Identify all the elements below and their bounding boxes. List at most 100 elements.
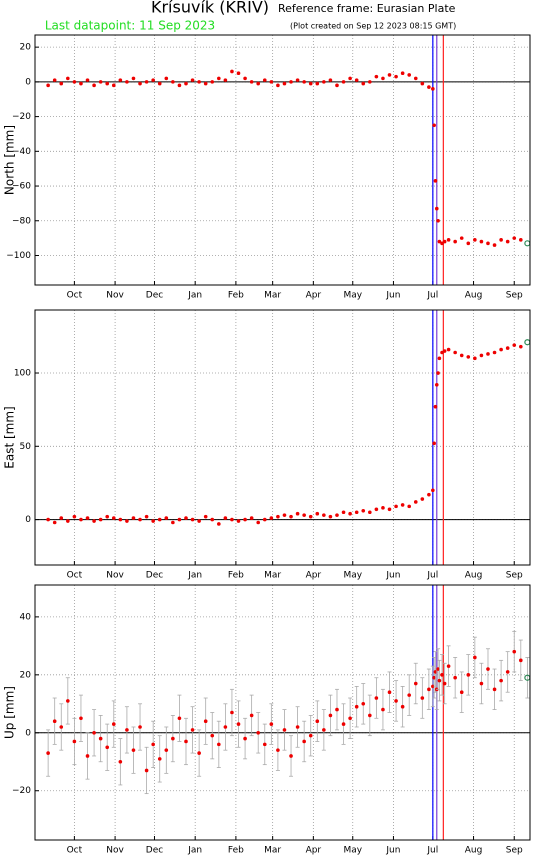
- data-point: [486, 667, 490, 671]
- panel: 0 50 100 Oct Nov Dec Jan Feb Mar Apr May Jun Jul Aug S…: [3, 309, 531, 581]
- data-point: [151, 742, 155, 747]
- y-tick-label: 20: [20, 43, 32, 53]
- data-point: [432, 123, 436, 128]
- x-tick-label: Nov: [106, 571, 124, 581]
- data-point: [111, 83, 116, 88]
- x-tick-label: Sep: [506, 846, 523, 856]
- x-tick-label: Mar: [264, 291, 281, 301]
- data-point: [459, 236, 464, 240]
- y-tick-label: −20: [12, 112, 31, 122]
- data-point: [138, 725, 142, 729]
- data-point: [315, 719, 320, 723]
- data-point: [289, 754, 293, 758]
- y-axis-label: East [mm]: [3, 406, 17, 468]
- last-point: [524, 339, 531, 346]
- plot-frame: [34, 309, 531, 566]
- data-point: [85, 78, 90, 82]
- data-point: [282, 513, 287, 517]
- data-point: [322, 728, 326, 732]
- data-point: [442, 349, 447, 353]
- data-point: [256, 81, 261, 86]
- data-point: [328, 713, 333, 718]
- data-point: [433, 179, 438, 183]
- data-point: [118, 517, 123, 522]
- data-point: [171, 736, 175, 741]
- data-point: [138, 517, 142, 522]
- x-tick-label: Oct: [67, 571, 83, 581]
- data-point: [413, 76, 418, 81]
- data-point: [354, 704, 359, 709]
- data-point: [230, 69, 234, 74]
- data-point: [427, 85, 431, 89]
- data-point: [157, 517, 162, 522]
- data-point: [440, 350, 444, 355]
- data-point: [492, 243, 497, 247]
- data-point: [276, 83, 280, 88]
- data-point: [210, 517, 215, 522]
- data-point: [230, 710, 234, 715]
- data-point: [223, 516, 228, 520]
- data-point: [442, 239, 447, 244]
- x-tick-label: May: [343, 846, 362, 856]
- data-point: [368, 713, 372, 718]
- data-point: [59, 725, 64, 729]
- data-point: [433, 404, 438, 409]
- data-point: [492, 687, 497, 692]
- data-point: [466, 355, 471, 359]
- data-point: [368, 510, 372, 515]
- data-point: [144, 80, 149, 84]
- data-point: [289, 514, 293, 519]
- x-tick-label: Aug: [465, 846, 483, 856]
- plot-created: (Plot created on Sep 12 2023 08:15 GMT): [290, 22, 456, 31]
- data-point: [269, 722, 274, 726]
- data-point: [394, 699, 398, 703]
- last-datapoint: Last datapoint: 11 Sep 2023: [45, 19, 215, 33]
- x-tick-label: Apr: [306, 291, 322, 301]
- data-point: [105, 81, 110, 86]
- data-point: [381, 506, 385, 510]
- data-point: [431, 684, 435, 689]
- data-point: [505, 346, 510, 350]
- data-point: [217, 522, 221, 526]
- y-tick-label: −20: [12, 786, 31, 796]
- x-tick-label: Apr: [306, 571, 322, 581]
- x-tick-label: Mar: [264, 571, 281, 581]
- data-point: [177, 83, 182, 88]
- x-tick-label: Sep: [506, 291, 523, 301]
- data-point: [59, 516, 64, 520]
- data-point: [437, 239, 442, 244]
- x-tick-label: Jul: [426, 571, 438, 581]
- x-tick-label: Nov: [106, 846, 124, 856]
- data-point: [420, 81, 425, 86]
- data-point: [217, 76, 221, 81]
- data-point: [302, 739, 306, 744]
- x-tick-label: May: [343, 291, 362, 301]
- data-point: [236, 71, 241, 75]
- data-point: [368, 80, 372, 84]
- data-point: [394, 504, 398, 509]
- data-point: [125, 519, 129, 523]
- data-point: [453, 350, 457, 355]
- data-point: [177, 517, 182, 522]
- data-point: [184, 81, 188, 86]
- data-point: [381, 707, 385, 712]
- data-point: [354, 78, 359, 82]
- x-tick-label: Jun: [385, 846, 400, 856]
- x-tick-label: Mar: [264, 846, 281, 856]
- data-point: [387, 73, 392, 77]
- data-point: [322, 513, 326, 517]
- data-point: [492, 350, 497, 355]
- data-point: [348, 716, 352, 721]
- data-point: [46, 517, 50, 522]
- data-point: [190, 78, 195, 82]
- data-point: [354, 510, 359, 515]
- data-point: [111, 722, 116, 726]
- data-point: [427, 687, 431, 692]
- y-tick-label: 40: [20, 612, 32, 622]
- x-tick-label: Jun: [385, 571, 400, 581]
- data-point: [282, 81, 287, 86]
- data-point: [322, 80, 326, 84]
- data-point: [85, 516, 90, 520]
- data-point: [432, 675, 436, 680]
